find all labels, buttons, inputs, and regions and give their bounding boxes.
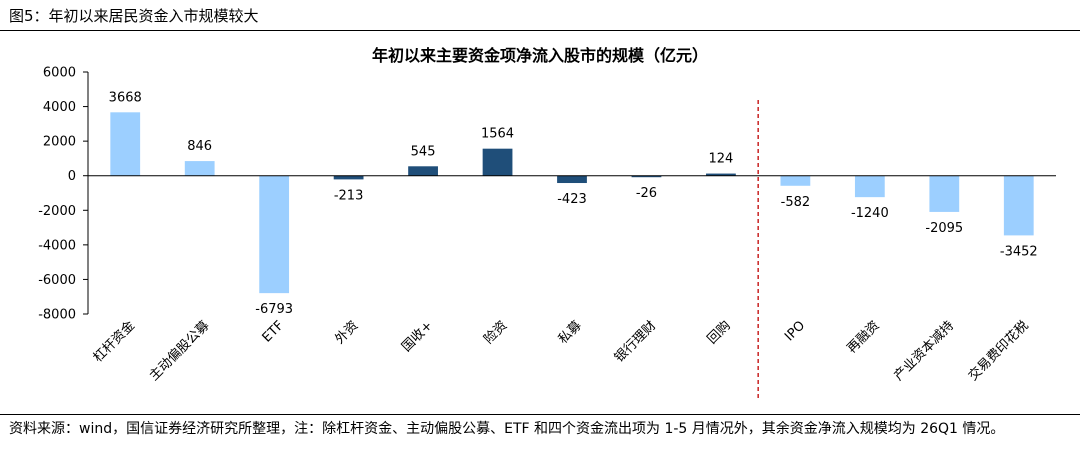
source-note: 资料来源：wind，国信证券经济研究所整理，注：除杠杆资金、主动偏股公募、ETF… [9,421,1005,437]
bar-3 [259,175,290,294]
x-tick-label-4: 外资 [332,318,361,347]
data-label-7: -423 [557,192,587,207]
y-tick-label: -8000 [38,308,76,323]
x-tick-label-8: 银行理财 [612,318,659,365]
data-label-13: -3452 [1000,244,1038,259]
x-tick-label-3: ETF [260,318,287,345]
x-tick-label-11: 再融资 [844,318,882,356]
figure-title: 图5：年初以来居民资金入市规模较大 [9,7,259,25]
bar-1 [110,112,141,176]
bar-8 [631,175,662,178]
data-label-12: -2095 [925,221,963,236]
data-label-3: -6793 [255,302,293,317]
y-tick-label: 4000 [43,100,76,115]
data-label-5: 545 [411,144,436,159]
data-label-2: 846 [187,139,212,154]
y-tick-label: -6000 [38,273,76,288]
bar-5 [408,166,438,176]
bar-chart: 6000 4000 2000 0 -2000 -4000 -6000 -8000 3668 846… [38,66,1056,399]
x-tick-label-12: 产业资本减持 [891,318,957,384]
y-tick-label: -2000 [38,204,76,219]
bar-12 [929,175,960,212]
x-tick-label-7: 私募 [556,318,585,347]
bar-2 [184,161,215,176]
bottom-rule [0,414,1080,415]
data-label-4: -213 [334,188,364,203]
bar-4 [333,175,364,180]
data-label-6: 1564 [481,127,514,142]
x-tick-label-13: 交易费印花税 [965,318,1031,384]
bar-7 [557,175,587,184]
y-tick-label: 2000 [43,135,76,150]
x-tick-label-6: 险资 [481,318,510,347]
y-tick-label: 0 [68,169,76,184]
x-tick-label-1: 杠杆资金 [90,318,138,366]
bar-11 [854,175,885,198]
data-label-11: -1240 [851,206,889,221]
x-tick-label-5: 国收+ [399,318,436,355]
bar-6 [482,148,513,176]
bar-9 [706,173,736,176]
bar-13 [1003,175,1034,236]
y-tick-label: 6000 [43,66,76,81]
bar-10 [780,175,811,186]
data-label-8: -26 [636,186,657,201]
chart-title: 年初以来主要资金项净流入股市的规模（亿元） [371,46,708,65]
x-tick-label-2: 主动偏股公募 [147,318,213,384]
x-tick-label-10: IPO [782,318,808,344]
data-label-1: 3668 [109,90,142,105]
data-label-9: 124 [709,152,734,167]
x-tick-label-9: 回购 [704,318,734,348]
data-label-10: -582 [781,195,811,210]
top-rule [0,30,1080,31]
y-tick-label: -4000 [38,238,76,253]
